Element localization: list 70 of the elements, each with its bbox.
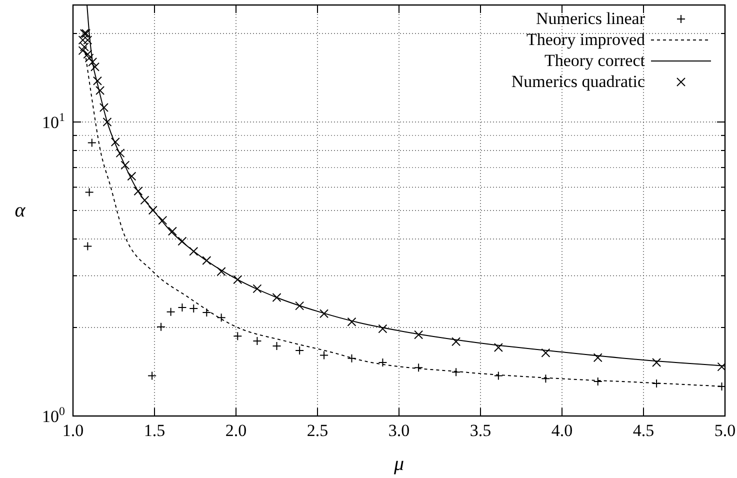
point [272, 292, 282, 302]
point [233, 332, 242, 341]
legend-label: Theory improved [526, 30, 646, 49]
point [158, 216, 168, 225]
point [295, 301, 304, 310]
point [189, 246, 198, 256]
point [541, 348, 550, 358]
point [78, 36, 88, 45]
point [90, 62, 100, 72]
point [120, 160, 130, 170]
point [78, 46, 88, 56]
point [127, 172, 136, 181]
x-tick-label: 1.5 [144, 421, 166, 440]
point [92, 76, 102, 86]
point [134, 186, 143, 196]
point [541, 374, 550, 384]
point [156, 322, 166, 332]
point [320, 309, 329, 318]
point [166, 307, 176, 316]
point [110, 138, 120, 146]
point [83, 36, 92, 45]
x-tick-label: 4.5 [632, 421, 654, 440]
point [116, 148, 125, 158]
point [102, 117, 112, 126]
point [494, 343, 503, 352]
point [148, 206, 158, 215]
x-tick-label: 2.0 [225, 421, 247, 440]
y-tick-label: 10$^{1}$ [42, 110, 66, 132]
point [83, 242, 92, 251]
point [378, 324, 388, 334]
point [233, 275, 242, 284]
point [99, 103, 108, 112]
point [216, 267, 226, 276]
point [494, 371, 503, 380]
point [84, 188, 94, 197]
point [414, 330, 424, 340]
point [178, 236, 187, 246]
point [320, 350, 329, 360]
point [80, 42, 89, 52]
x-tick-label: 4.0 [551, 421, 573, 440]
point [82, 28, 91, 38]
point [148, 371, 157, 380]
point [347, 354, 356, 363]
point [452, 337, 461, 346]
point [83, 50, 92, 59]
x-axis-title: μ [392, 453, 404, 475]
point [80, 28, 89, 38]
x-tick-label: 5.0 [714, 421, 736, 440]
point [593, 353, 602, 362]
point [96, 86, 105, 95]
legend-label: Numerics quadratic [511, 72, 646, 91]
point [202, 256, 212, 265]
point [88, 57, 98, 66]
point [414, 363, 424, 372]
legend-label: Theory correct [544, 51, 646, 70]
point [140, 196, 150, 205]
x-tick-label: 3.5 [470, 421, 492, 440]
x-tick-label: 3.0 [388, 421, 410, 440]
point [84, 54, 94, 63]
point [216, 313, 226, 322]
legend-label: Numerics linear [536, 9, 646, 28]
point [168, 226, 177, 236]
point [452, 368, 461, 377]
point [347, 317, 356, 326]
point [252, 284, 262, 294]
point [717, 362, 725, 372]
y-axis-title: α [14, 200, 26, 222]
x-tick-label: 2.5 [306, 421, 328, 440]
point [652, 358, 662, 368]
point [87, 138, 96, 148]
